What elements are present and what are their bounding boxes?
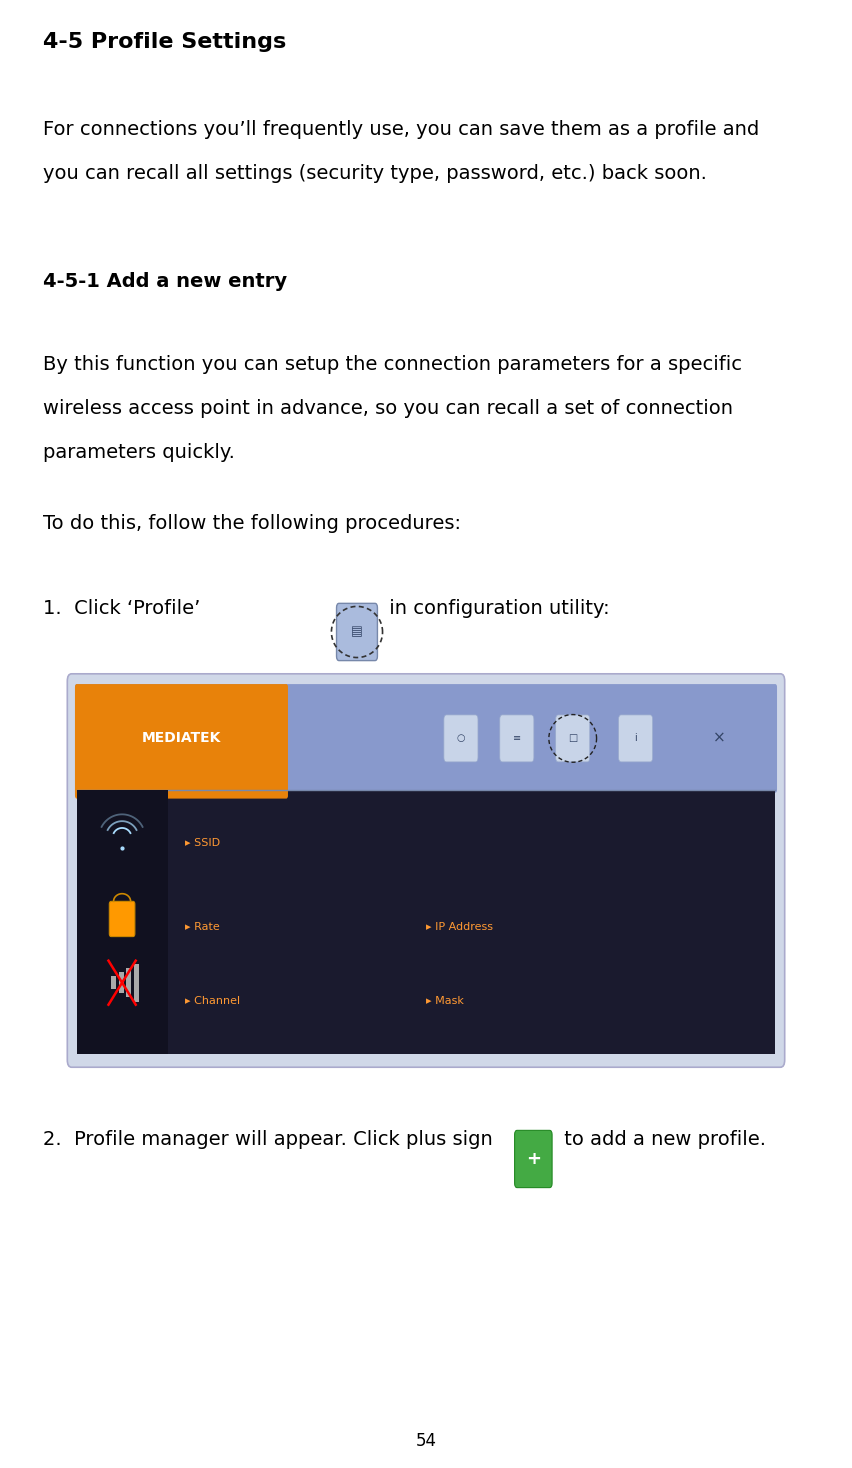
Text: 4-5-1 Add a new entry: 4-5-1 Add a new entry — [43, 272, 287, 291]
Text: ▸ Mask: ▸ Mask — [426, 997, 463, 1006]
Text: ○: ○ — [457, 734, 465, 743]
FancyBboxPatch shape — [75, 684, 777, 793]
Text: you can recall all settings (security type, password, etc.) back soon.: you can recall all settings (security ty… — [43, 164, 706, 184]
Text: ≡: ≡ — [513, 734, 521, 743]
FancyBboxPatch shape — [77, 790, 168, 1054]
Text: +: + — [526, 1149, 541, 1169]
Text: 2.  Profile manager will appear. Click plus sign: 2. Profile manager will appear. Click pl… — [43, 1130, 492, 1149]
Text: MEDIATEK: MEDIATEK — [141, 731, 222, 746]
FancyBboxPatch shape — [126, 967, 131, 997]
Text: For connections you’ll frequently use, you can save them as a profile and: For connections you’ll frequently use, y… — [43, 120, 759, 139]
Text: To do this, follow the following procedures:: To do this, follow the following procedu… — [43, 514, 461, 533]
FancyBboxPatch shape — [134, 963, 139, 1001]
Text: ▸ Rate: ▸ Rate — [185, 922, 219, 932]
FancyBboxPatch shape — [118, 972, 124, 992]
FancyBboxPatch shape — [444, 715, 478, 762]
Text: parameters quickly.: parameters quickly. — [43, 443, 234, 462]
FancyBboxPatch shape — [111, 976, 116, 989]
Text: □: □ — [568, 734, 578, 743]
Text: 54: 54 — [416, 1433, 436, 1450]
Text: By this function you can setup the connection parameters for a specific: By this function you can setup the conne… — [43, 355, 741, 374]
Text: ▤: ▤ — [351, 625, 363, 639]
Text: ▸ SSID: ▸ SSID — [185, 838, 220, 847]
FancyBboxPatch shape — [77, 790, 775, 1054]
Text: ×: × — [713, 731, 726, 746]
Text: 1.  Click ‘Profile’: 1. Click ‘Profile’ — [43, 599, 200, 618]
FancyBboxPatch shape — [337, 603, 377, 661]
FancyBboxPatch shape — [109, 901, 135, 937]
FancyBboxPatch shape — [619, 715, 653, 762]
Text: 4-5 Profile Settings: 4-5 Profile Settings — [43, 32, 286, 53]
FancyBboxPatch shape — [75, 684, 288, 799]
FancyBboxPatch shape — [556, 715, 590, 762]
Text: wireless access point in advance, so you can recall a set of connection: wireless access point in advance, so you… — [43, 399, 733, 418]
FancyBboxPatch shape — [515, 1130, 552, 1188]
Text: in configuration utility:: in configuration utility: — [383, 599, 610, 618]
Text: ▸ Channel: ▸ Channel — [185, 997, 239, 1006]
FancyBboxPatch shape — [500, 715, 534, 762]
Text: ▸ IP Address: ▸ IP Address — [426, 922, 493, 932]
Text: to add a new profile.: to add a new profile. — [558, 1130, 766, 1149]
FancyBboxPatch shape — [67, 674, 785, 1067]
Text: i: i — [634, 734, 637, 743]
